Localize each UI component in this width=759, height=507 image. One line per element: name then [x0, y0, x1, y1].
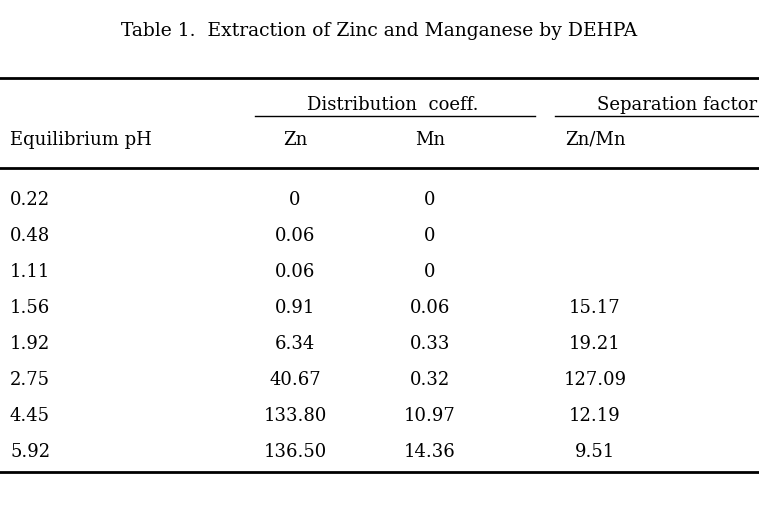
Text: Zn: Zn [283, 131, 307, 149]
Text: Table 1.  Extraction of Zinc and Manganese by DEHPA: Table 1. Extraction of Zinc and Manganes… [121, 22, 638, 40]
Text: Zn/Mn: Zn/Mn [565, 131, 625, 149]
Text: 0.48: 0.48 [10, 227, 50, 245]
Text: Separation factor: Separation factor [597, 96, 757, 114]
Text: 0.22: 0.22 [10, 191, 50, 209]
Text: 14.36: 14.36 [404, 443, 456, 461]
Text: 4.45: 4.45 [10, 407, 50, 425]
Text: Mn: Mn [415, 131, 445, 149]
Text: 12.19: 12.19 [569, 407, 621, 425]
Text: 0.32: 0.32 [410, 371, 450, 389]
Text: 1.92: 1.92 [10, 335, 50, 353]
Text: 15.17: 15.17 [569, 299, 621, 317]
Text: 9.51: 9.51 [575, 443, 615, 461]
Text: 0: 0 [424, 191, 436, 209]
Text: 40.67: 40.67 [269, 371, 321, 389]
Text: 133.80: 133.80 [263, 407, 326, 425]
Text: 0: 0 [289, 191, 301, 209]
Text: 1.56: 1.56 [10, 299, 50, 317]
Text: 127.09: 127.09 [563, 371, 627, 389]
Text: 0: 0 [424, 227, 436, 245]
Text: 136.50: 136.50 [263, 443, 326, 461]
Text: 0.06: 0.06 [410, 299, 450, 317]
Text: 0.06: 0.06 [275, 227, 315, 245]
Text: 2.75: 2.75 [10, 371, 50, 389]
Text: 0.91: 0.91 [275, 299, 315, 317]
Text: 6.34: 6.34 [275, 335, 315, 353]
Text: 0.06: 0.06 [275, 263, 315, 281]
Text: Distribution  coeff.: Distribution coeff. [307, 96, 478, 114]
Text: 0: 0 [424, 263, 436, 281]
Text: Equilibrium pH: Equilibrium pH [10, 131, 152, 149]
Text: 19.21: 19.21 [569, 335, 621, 353]
Text: 5.92: 5.92 [10, 443, 50, 461]
Text: 0.33: 0.33 [410, 335, 450, 353]
Text: 1.11: 1.11 [10, 263, 50, 281]
Text: 10.97: 10.97 [404, 407, 456, 425]
